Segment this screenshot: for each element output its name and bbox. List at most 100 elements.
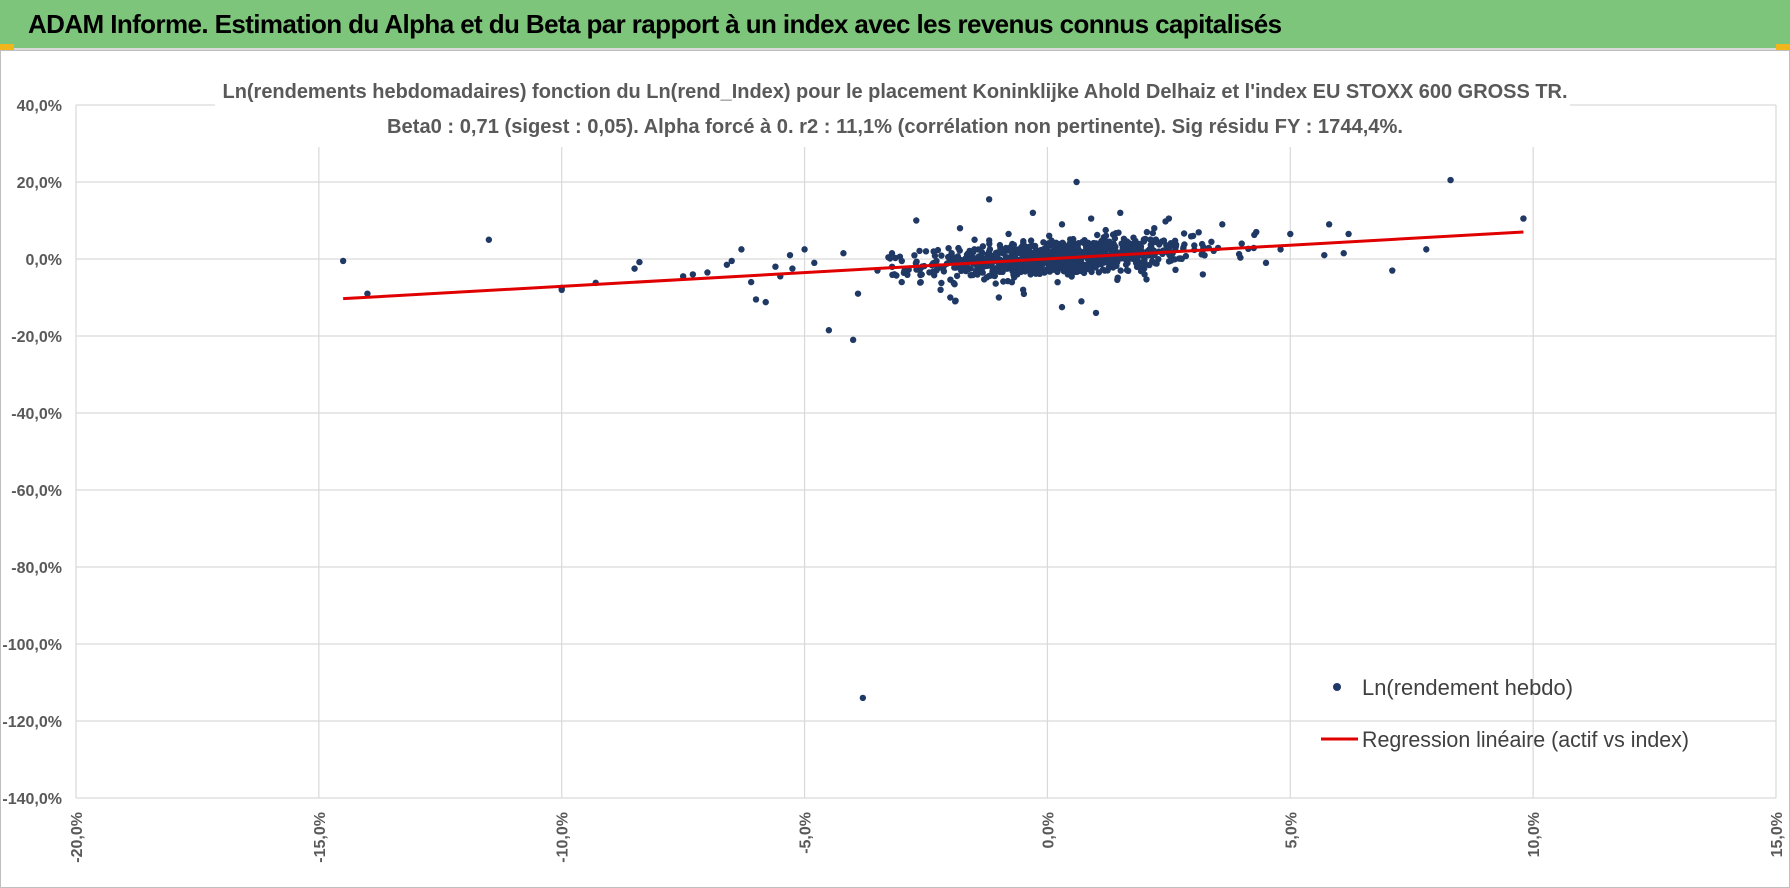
- data-point: [1147, 236, 1154, 243]
- data-point: [1325, 221, 1333, 228]
- data-point: [1191, 242, 1198, 249]
- data-point: [728, 257, 735, 265]
- y-tick-label: 40,0%: [17, 98, 62, 115]
- legend-label-regression: Regression linéaire (actif vs index): [1362, 727, 1689, 752]
- data-point: [1151, 225, 1158, 232]
- data-point: [1321, 251, 1328, 259]
- data-point: [1010, 263, 1017, 270]
- data-point: [1092, 240, 1100, 247]
- chart-title: Ln(rendements hebdomadaires) fonction du…: [223, 81, 1568, 103]
- data-point: [1262, 259, 1270, 267]
- data-point: [1092, 309, 1100, 317]
- data-point: [752, 296, 760, 303]
- data-point: [1423, 246, 1430, 253]
- data-point: [786, 251, 794, 259]
- data-point: [1165, 215, 1173, 222]
- data-point: [1088, 268, 1095, 276]
- data-point: [1002, 244, 1010, 252]
- regression-line-group: [343, 230, 1524, 301]
- data-point: [898, 278, 905, 286]
- data-point: [1073, 178, 1080, 186]
- data-point: [1048, 237, 1055, 244]
- data-point: [1172, 266, 1179, 273]
- grid: [75, 104, 1777, 799]
- data-point: [1113, 262, 1120, 269]
- data-point: [1020, 240, 1027, 247]
- data-point: [983, 254, 991, 262]
- y-tick-label: 0,0%: [26, 252, 62, 269]
- data-point: [689, 271, 697, 278]
- data-point: [825, 327, 833, 334]
- data-point: [1129, 244, 1137, 251]
- data-point: [1082, 262, 1089, 269]
- y-tick-label: -20,0%: [11, 329, 62, 346]
- data-point: [1163, 242, 1170, 249]
- data-point: [1053, 240, 1061, 247]
- data-point: [937, 286, 944, 293]
- data-point: [636, 258, 643, 266]
- data-point: [1447, 176, 1454, 184]
- data-point: [1195, 229, 1202, 236]
- data-point: [945, 245, 952, 252]
- data-point: [1158, 238, 1166, 245]
- data-point: [1078, 298, 1085, 305]
- data-point: [981, 262, 989, 270]
- data-point: [1125, 256, 1132, 263]
- data-point: [1340, 250, 1347, 257]
- chart-subtitle: Beta0 : 0,71 (sigest : 0,05). Alpha forc…: [387, 116, 1403, 138]
- data-point: [947, 294, 954, 301]
- data-point: [913, 266, 920, 273]
- data-point: [1102, 226, 1109, 234]
- data-point: [1117, 267, 1124, 274]
- data-point: [1058, 303, 1066, 311]
- data-point: [1172, 241, 1180, 248]
- data-point: [1027, 237, 1035, 244]
- data-point: [985, 196, 993, 203]
- y-tick-label: -120,0%: [2, 714, 62, 731]
- data-point: [1114, 274, 1122, 281]
- data-point: [896, 253, 904, 260]
- data-point: [992, 280, 999, 287]
- data-point: [1102, 232, 1110, 239]
- data-point: [951, 298, 959, 305]
- data-point: [364, 290, 371, 297]
- legend: Ln(rendement hebdo) Regression linéaire …: [1321, 675, 1689, 752]
- data-point: [1008, 279, 1016, 286]
- data-point: [1389, 267, 1396, 274]
- data-point: [995, 265, 1003, 272]
- y-tick-label: -60,0%: [11, 483, 62, 500]
- data-point: [893, 272, 900, 279]
- data-point: [1008, 243, 1015, 250]
- x-tick-label: -10,0%: [555, 812, 572, 863]
- data-point: [840, 250, 847, 257]
- data-point: [1088, 249, 1095, 256]
- data-point: [1201, 252, 1208, 259]
- data-point: [993, 252, 1000, 259]
- data-point: [1141, 271, 1148, 278]
- data-point: [1219, 221, 1226, 228]
- data-point: [1072, 244, 1079, 251]
- data-point: [917, 271, 924, 279]
- data-point: [1122, 261, 1130, 268]
- data-point: [952, 264, 959, 271]
- data-point: [1180, 230, 1188, 237]
- data-point: [985, 248, 993, 255]
- corner-mark-left: [0, 44, 14, 50]
- data-point: [1001, 265, 1008, 272]
- data-point: [1178, 255, 1186, 262]
- data-point: [1123, 266, 1131, 274]
- data-point: [631, 265, 638, 272]
- data-point: [1008, 248, 1016, 256]
- data-point: [1119, 240, 1126, 247]
- data-point: [953, 272, 961, 280]
- report-title: ADAM Informe. Estimation du Alpha et du …: [28, 9, 1282, 39]
- data-point: [986, 237, 993, 244]
- data-point: [948, 250, 955, 257]
- title-banner: ADAM Informe. Estimation du Alpha et du …: [0, 0, 1790, 50]
- data-point: [1237, 254, 1244, 261]
- x-tick-label: -20,0%: [69, 812, 86, 863]
- data-point: [1155, 256, 1162, 263]
- data-point: [940, 268, 948, 275]
- data-point: [962, 267, 970, 275]
- data-point: [972, 267, 980, 274]
